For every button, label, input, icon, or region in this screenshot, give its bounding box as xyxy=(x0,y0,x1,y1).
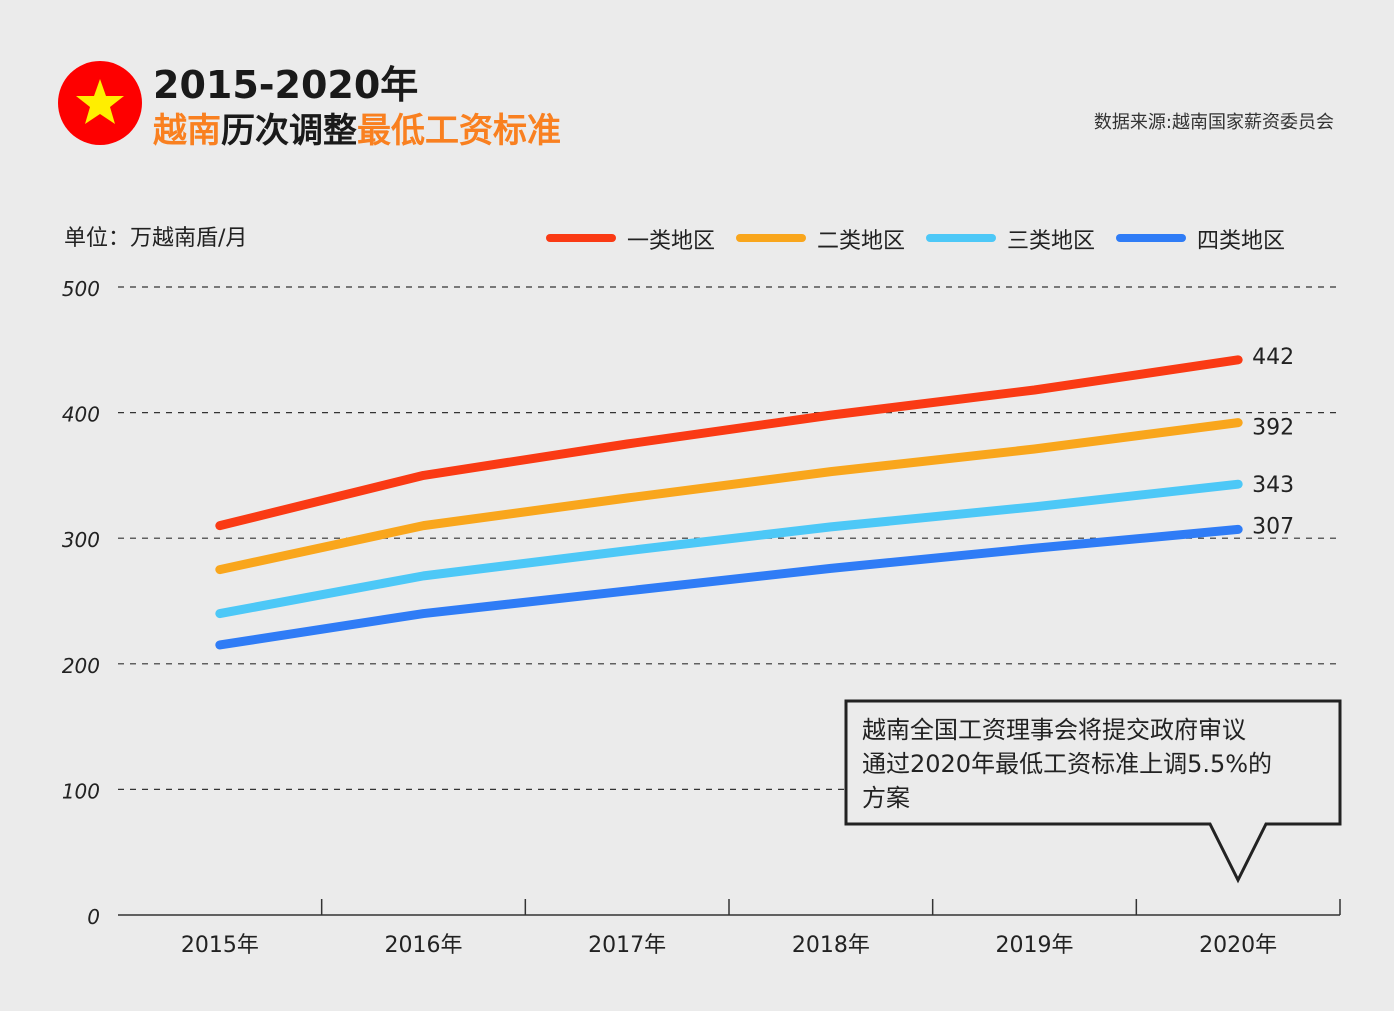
y-tick-label: 300 xyxy=(62,528,100,552)
legend-label: 一类地区 xyxy=(627,229,715,254)
vietnam-flag-icon xyxy=(58,61,142,145)
end-label: 442 xyxy=(1252,345,1294,370)
data-source: 数据来源:越南国家薪资委员会 xyxy=(1094,112,1334,133)
annotation-callout: 越南全国工资理事会将提交政府审议 通过2020年最低工资标准上调5.5%的 方案 xyxy=(844,699,1342,884)
series-line xyxy=(215,524,1243,650)
legend-label: 二类地区 xyxy=(817,229,905,254)
x-tick-label: 2016年 xyxy=(385,933,463,958)
title-part: 最低工资标准 xyxy=(357,111,561,151)
annotation-line: 通过2020年最低工资标准上调5.5%的 xyxy=(862,750,1272,778)
y-tick-label: 100 xyxy=(62,779,100,803)
title-part: 越南 xyxy=(153,111,221,151)
x-tick-label: 2018年 xyxy=(792,933,870,958)
end-label: 392 xyxy=(1252,416,1294,441)
title-line1: 2015-2020年 xyxy=(153,63,418,107)
series-line xyxy=(215,355,1243,531)
legend: 一类地区 二类地区 三类地区 四类地区 xyxy=(546,229,1285,254)
y-tick-label: 200 xyxy=(62,654,100,678)
x-tick-label: 2017年 xyxy=(588,933,666,958)
title-part: 历次调整 xyxy=(221,111,357,151)
x-tick-label: 2020年 xyxy=(1199,933,1277,958)
y-tick-label: 0 xyxy=(87,905,100,929)
end-label: 343 xyxy=(1252,473,1294,498)
annotation-line: 越南全国工资理事会将提交政府审议 xyxy=(862,716,1246,744)
annotation-line: 方案 xyxy=(862,784,910,812)
legend-label: 四类地区 xyxy=(1197,229,1285,254)
title-line2: 越南历次调整最低工资标准 xyxy=(153,111,561,151)
end-label: 307 xyxy=(1252,514,1294,539)
y-axis: 0 100 200 300 400 500 xyxy=(62,277,100,929)
y-tick-label: 400 xyxy=(62,403,100,427)
series-lines xyxy=(215,355,1243,650)
x-tick-label: 2019年 xyxy=(996,933,1074,958)
end-labels: 442 392 343 307 xyxy=(1252,345,1294,540)
legend-label: 三类地区 xyxy=(1007,229,1095,254)
x-tick-label: 2015年 xyxy=(181,933,259,958)
unit-label: 单位：万越南盾/月 xyxy=(64,226,247,251)
x-axis: 2015年 2016年 2017年 2018年 2019年 2020年 xyxy=(118,899,1341,958)
series-line xyxy=(215,418,1243,575)
series-line xyxy=(215,479,1243,619)
y-tick-label: 500 xyxy=(62,277,100,301)
